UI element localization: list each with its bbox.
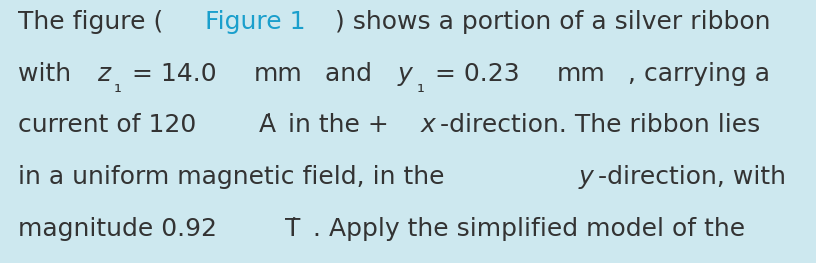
Text: magnitude 0.92: magnitude 0.92 [18,217,225,241]
Text: in the +: in the + [281,113,389,138]
Text: Ṫ: Ṫ [285,217,300,241]
Text: in a uniform magnetic field, in the: in a uniform magnetic field, in the [18,165,453,189]
Text: ₁: ₁ [114,77,122,96]
Text: mm: mm [254,62,303,85]
Text: . Apply the simplified model of the: . Apply the simplified model of the [305,217,745,241]
Text: z: z [97,62,110,85]
Text: -direction. The ribbon lies: -direction. The ribbon lies [440,113,760,138]
Text: current of 120: current of 120 [18,113,204,138]
Text: , carrying a: , carrying a [620,62,770,85]
Text: mm: mm [557,62,605,85]
Text: with: with [18,62,79,85]
Text: Ȧ: Ȧ [259,113,276,138]
Text: = 14.0: = 14.0 [124,62,224,85]
Text: Figure 1: Figure 1 [206,9,306,34]
Text: ) shows a portion of a silver ribbon: ) shows a portion of a silver ribbon [335,9,770,34]
Text: The figure (: The figure ( [18,9,163,34]
Text: and: and [317,62,379,85]
Text: x: x [421,113,436,138]
Text: -direction, with: -direction, with [598,165,786,189]
Text: y: y [579,165,593,189]
Text: y: y [398,62,413,85]
Text: ₁: ₁ [417,77,425,96]
Text: = 0.23: = 0.23 [428,62,528,85]
